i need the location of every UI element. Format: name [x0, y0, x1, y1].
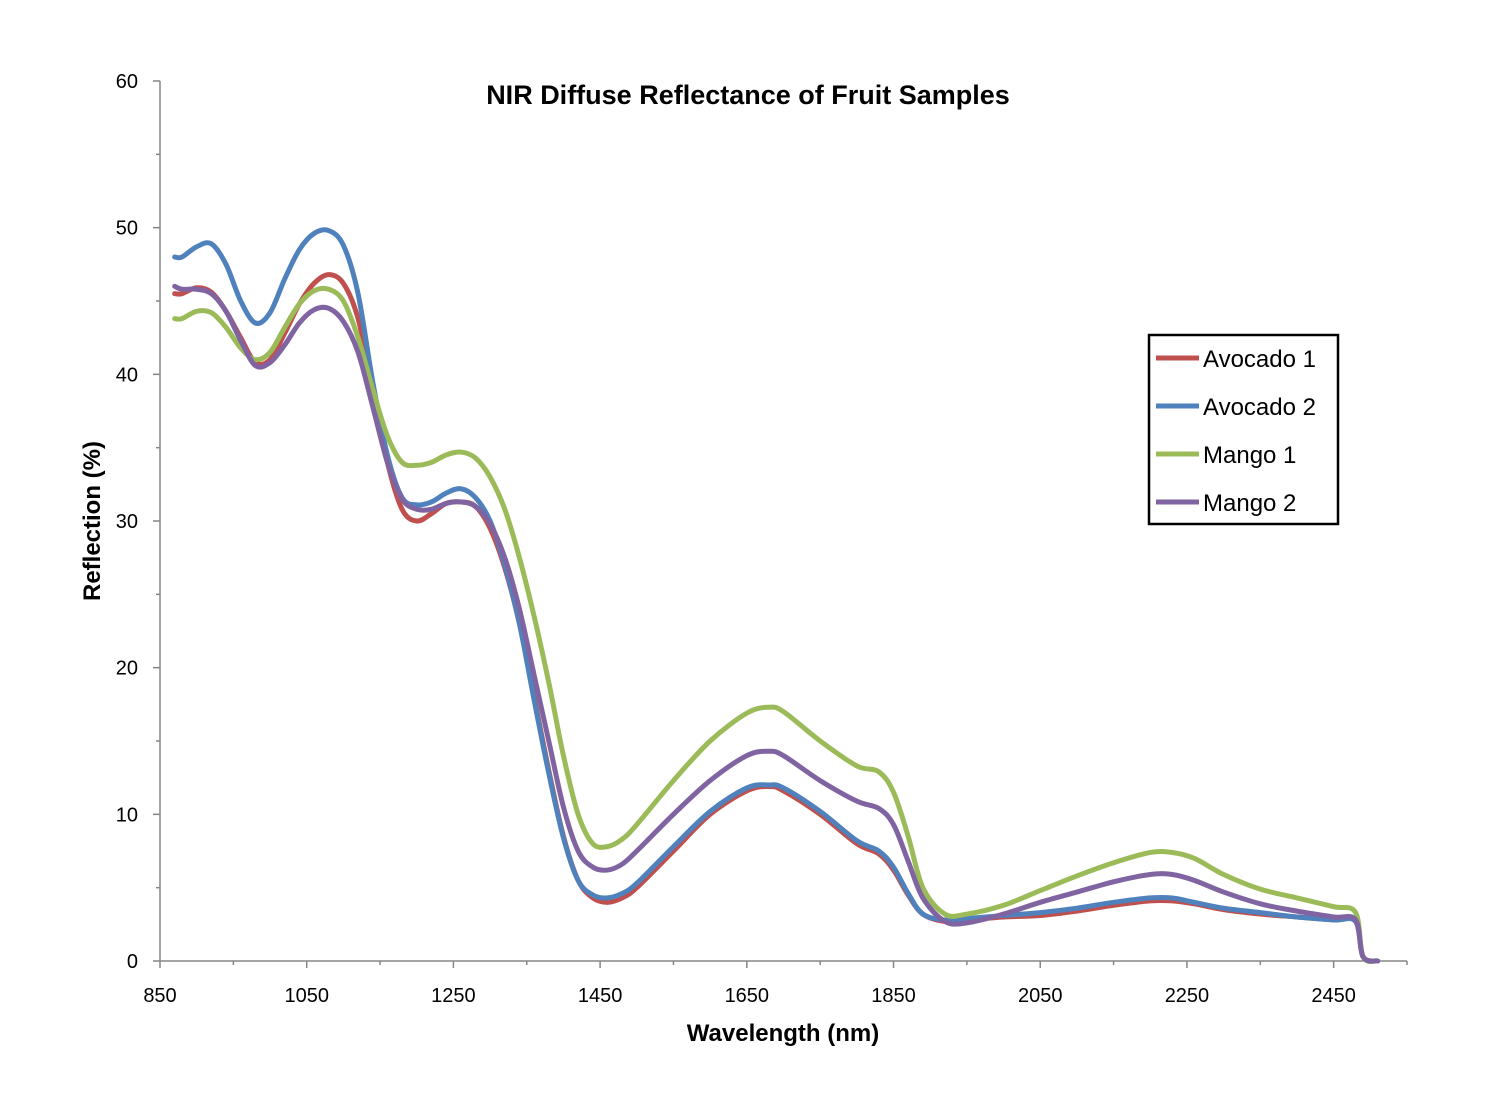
series-lines	[172, 227, 1381, 965]
y-tick-label: 60	[116, 71, 138, 93]
y-tick-label: 30	[116, 511, 138, 533]
x-tick-label: 1450	[578, 985, 623, 1007]
legend-label-mango-2: Mango 2	[1203, 490, 1296, 517]
legend: Avocado 1 Avocado 2 Mango 1 Mango 2	[1147, 333, 1340, 526]
x-tick-label: 1050	[284, 985, 329, 1007]
series-line-avocado-1	[172, 272, 1381, 964]
y-tick-label: 0	[127, 951, 138, 973]
legend-label-avocado-2: Avocado 2	[1203, 394, 1316, 421]
y-tick-label: 50	[116, 218, 138, 240]
x-tick-label: 1650	[725, 985, 770, 1007]
y-ticks: 0 10 20 30 40 50 60	[116, 71, 160, 973]
x-axis-label: Wavelength (nm)	[687, 1020, 879, 1047]
y-tick-label: 10	[116, 804, 138, 826]
legend-label-mango-1: Mango 1	[1203, 442, 1296, 469]
series-line-mango-2	[172, 283, 1381, 964]
x-tick-label: 2050	[1018, 985, 1063, 1007]
x-tick-label: 2250	[1165, 985, 1210, 1007]
legend-box	[1147, 333, 1340, 526]
series-line-mango-1	[172, 285, 1381, 965]
x-tick-label: 1850	[871, 985, 916, 1007]
series-line-avocado-2	[172, 227, 1381, 964]
x-tick-label: 850	[143, 985, 176, 1007]
y-tick-label: 20	[116, 658, 138, 680]
legend-label-avocado-1: Avocado 1	[1203, 346, 1316, 373]
x-tick-label: 1250	[431, 985, 476, 1007]
y-tick-label: 40	[116, 364, 138, 386]
y-axis-label: Reflection (%)	[79, 441, 106, 601]
legend-items: Avocado 1 Avocado 2 Mango 1 Mango 2	[1156, 346, 1316, 517]
x-ticks: 850 1050 1250 1450 1650 1850 2050 2250 2450	[143, 961, 1408, 1007]
chart-title: NIR Diffuse Reflectance of Fruit Samples	[486, 80, 1010, 110]
x-tick-label: 2450	[1311, 985, 1356, 1007]
